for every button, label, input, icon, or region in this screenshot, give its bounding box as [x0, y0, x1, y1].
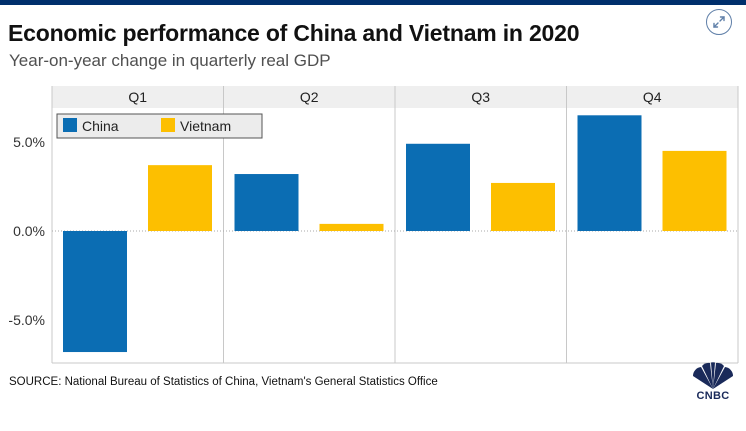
cnbc-peacock-logo: [692, 362, 734, 389]
legend-box: [56, 113, 263, 139]
bar-china: [577, 115, 642, 231]
category-label: Q3: [471, 89, 490, 105]
bar-vietnam: [319, 223, 384, 231]
bar-vietnam: [148, 165, 212, 231]
category-label: Q4: [643, 89, 662, 105]
expand-arrows-icon: [713, 16, 725, 28]
y-tick-label: -5.0%: [8, 312, 45, 328]
bar-chart: Q1 Q2 Q3 Q4 5.0% 0.0% -5.0% China Vietnam: [8, 86, 739, 364]
chart-subtitle: Year-on-year change in quarterly real GD…: [9, 51, 331, 70]
legend-swatch: [161, 118, 175, 132]
category-label: Q1: [128, 89, 147, 105]
y-tick-label: 5.0%: [13, 134, 45, 150]
legend-swatch: [63, 118, 77, 132]
expand-button[interactable]: [706, 9, 732, 35]
cnbc-logo: CNBC: [688, 362, 738, 404]
legend-label: Vietnam: [180, 118, 231, 134]
bar-china: [406, 143, 470, 231]
bar-vietnam: [662, 150, 727, 231]
top-accent-bar: [0, 0, 746, 5]
cnbc-logo-text: CNBC: [696, 390, 730, 402]
source-note: SOURCE: National Bureau of Statistics of…: [9, 376, 438, 388]
y-tick-label: 0.0%: [13, 223, 45, 239]
bar-china: [63, 231, 127, 353]
chart-title: Economic performance of China and Vietna…: [8, 20, 580, 46]
bar-vietnam: [491, 182, 555, 231]
legend-label: China: [82, 118, 119, 134]
bar-china: [234, 174, 299, 231]
category-label: Q2: [300, 89, 319, 105]
